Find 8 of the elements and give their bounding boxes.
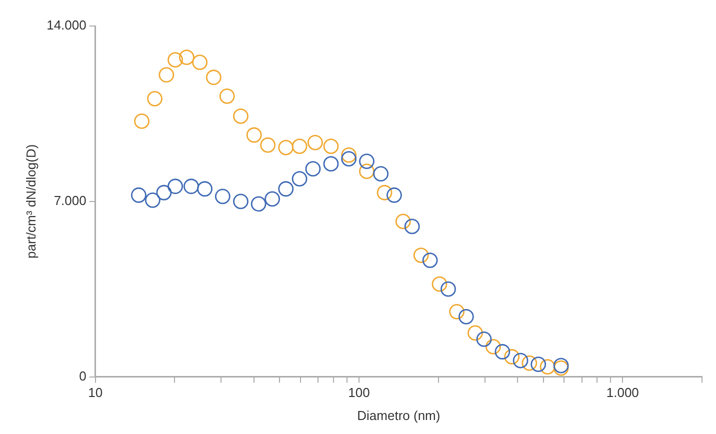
x-tick-label: 10: [88, 385, 103, 400]
x-tick-label: 100: [348, 385, 370, 400]
y-axis-title: part/cm³ dN/dlog(D): [23, 144, 38, 258]
y-tick-label: 14.000: [46, 18, 86, 33]
y-tick-label: 7.000: [54, 192, 86, 208]
y-tick-label: 0: [79, 368, 86, 384]
x-tick-label: 1.000: [606, 385, 639, 400]
x-axis-title: Diametro (nm): [357, 408, 440, 423]
